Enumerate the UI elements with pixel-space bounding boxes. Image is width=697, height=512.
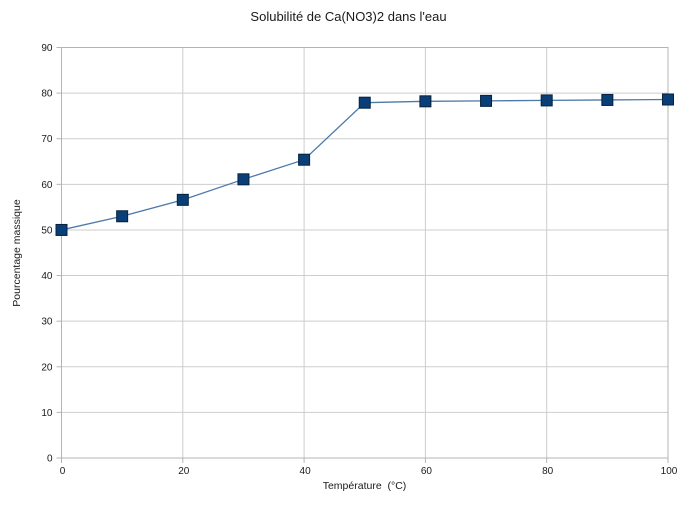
- x-tick-label: 20: [178, 466, 190, 477]
- x-axis-title: Température (°C): [322, 480, 407, 492]
- data-point-marker: [419, 95, 432, 108]
- y-tick-label: 40: [41, 271, 53, 282]
- y-tick-label: 10: [41, 408, 53, 419]
- data-point-marker: [358, 96, 371, 109]
- data-point-marker: [298, 153, 311, 166]
- y-tick-label: 0: [47, 454, 53, 465]
- data-point-marker: [55, 223, 68, 236]
- y-tick-label: 50: [41, 225, 53, 236]
- y-tick-label: 90: [41, 43, 53, 54]
- series-line: [61, 98, 669, 231]
- y-tick-label: 20: [41, 362, 53, 373]
- x-tick-label: 60: [421, 466, 433, 477]
- x-tick-label: 100: [661, 466, 678, 477]
- data-point-marker: [540, 94, 553, 107]
- chart-title: Solubilité de Ca(NO3)2 dans l'eau: [250, 9, 447, 24]
- y-tick-label: 70: [41, 134, 53, 145]
- plot-border: [61, 47, 669, 459]
- data-point-marker: [176, 193, 189, 206]
- data-point-marker: [662, 93, 674, 106]
- x-tick-label: 0: [60, 466, 66, 477]
- data-point-marker: [480, 94, 493, 107]
- y-axis-title: Pourcentage massique: [11, 199, 23, 307]
- x-tick-label: 80: [542, 466, 554, 477]
- data-point-marker: [237, 173, 250, 186]
- x-tick-label: 40: [300, 466, 312, 477]
- y-tick-label: 30: [41, 317, 53, 328]
- data-point-marker: [116, 210, 129, 223]
- y-tick-label: 80: [41, 89, 53, 100]
- data-point-marker: [601, 93, 614, 106]
- y-tick-label: 60: [41, 180, 53, 191]
